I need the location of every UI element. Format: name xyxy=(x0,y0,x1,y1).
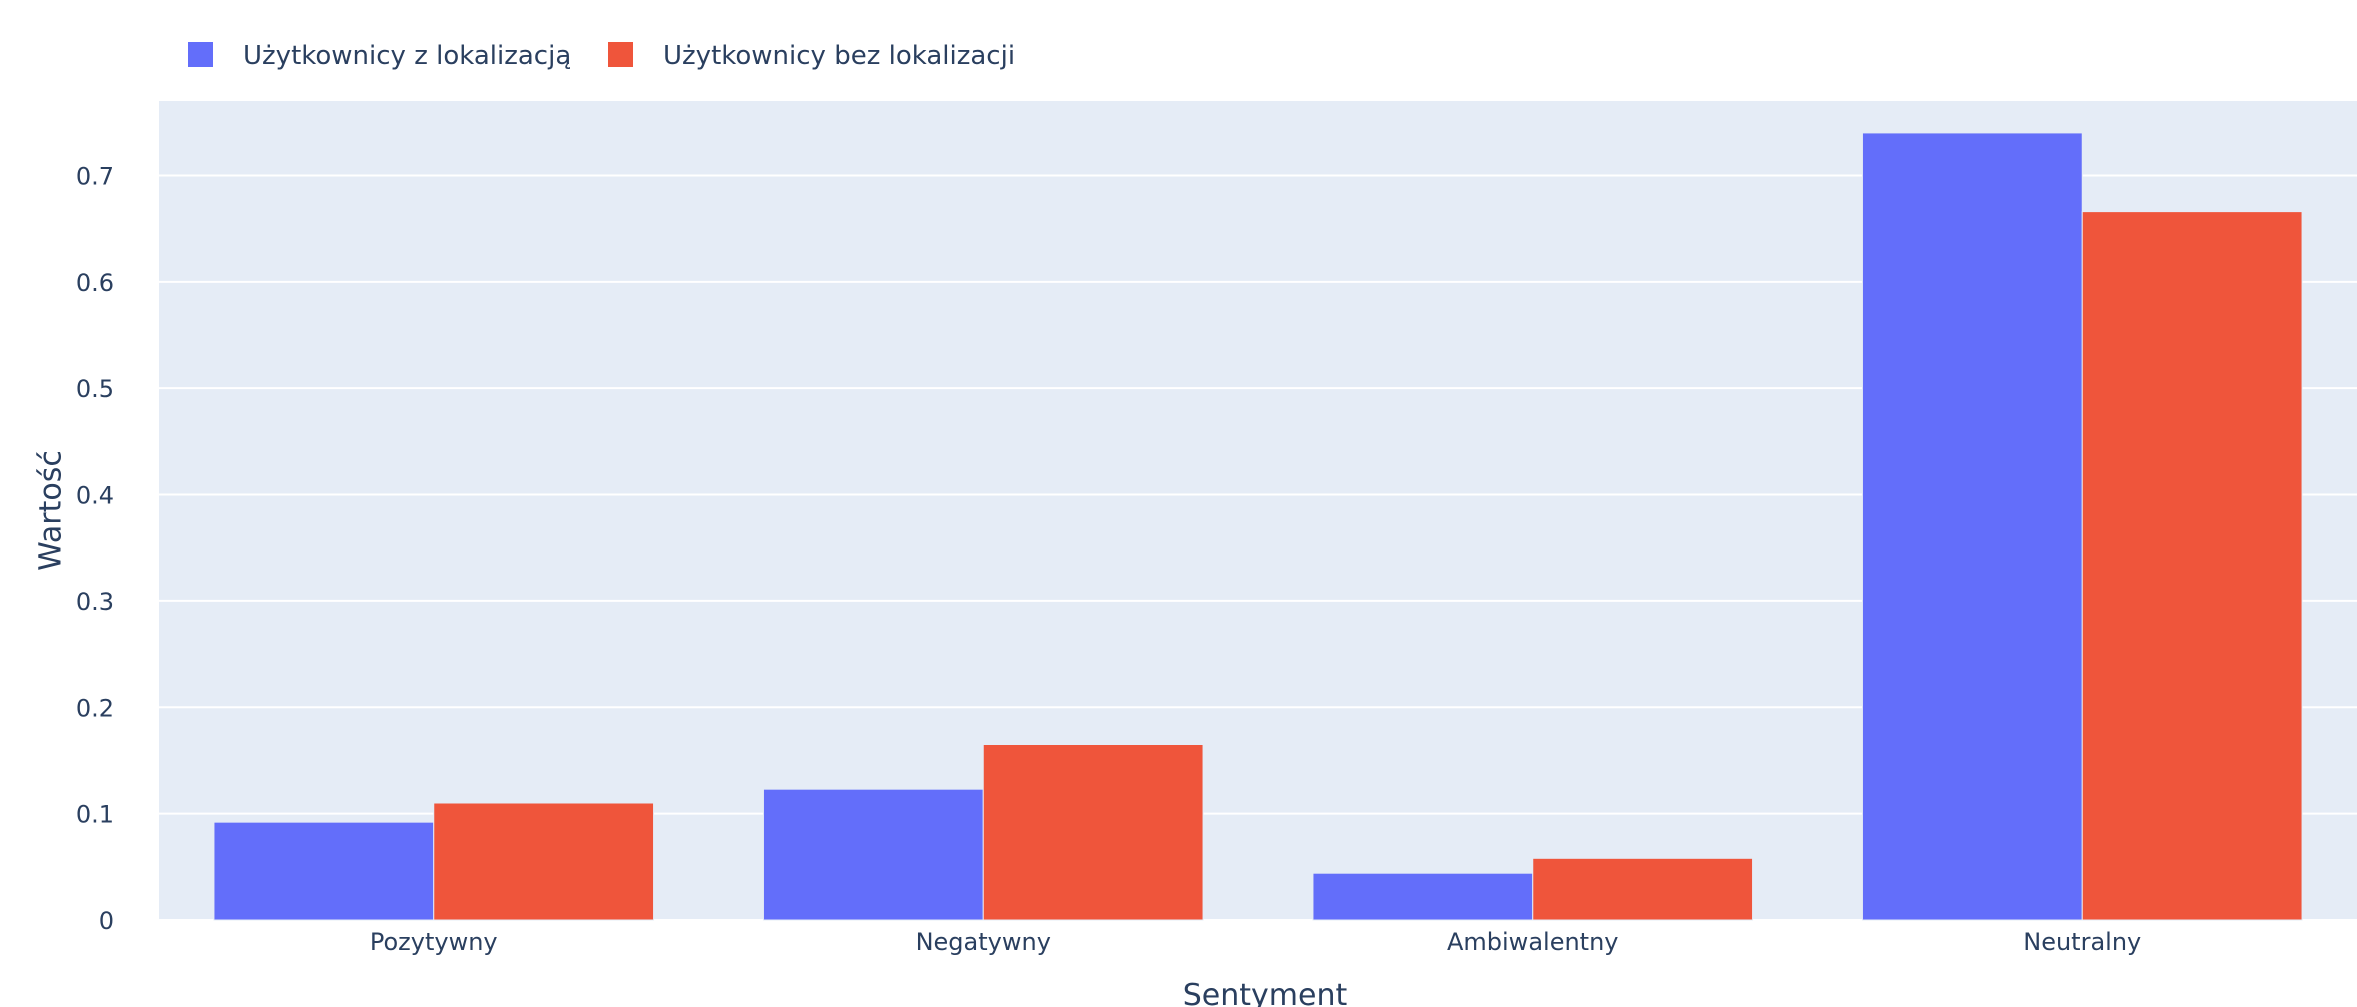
legend-item-with-location[interactable]: Użytkownicy z lokalizacją xyxy=(188,41,571,71)
bar-with-location-ambiwalentny[interactable] xyxy=(1312,872,1534,921)
bar-with-location-pozytywny[interactable] xyxy=(213,821,435,921)
x-tick-labels: Pozytywny Negatywny Ambiwalentny Neutralny xyxy=(370,928,2141,956)
x-axis-title: Sentyment xyxy=(1183,978,1348,1007)
legend[interactable]: Użytkownicy z lokalizacją Użytkownicy bez… xyxy=(188,41,1015,71)
y-tick-label: 0.4 xyxy=(76,482,114,510)
bar-without-location-negatywny[interactable] xyxy=(982,744,1204,921)
bar-without-location-ambiwalentny[interactable] xyxy=(1532,857,1754,921)
x-tick-label: Pozytywny xyxy=(370,928,498,956)
bar-with-location-negatywny[interactable] xyxy=(762,788,984,921)
y-tick-label: 0.1 xyxy=(76,801,114,829)
bar-without-location-neutralny[interactable] xyxy=(2081,211,2303,921)
y-tick-label: 0.5 xyxy=(76,375,114,403)
x-tick-label: Negatywny xyxy=(916,928,1051,956)
legend-item-without-location[interactable]: Użytkownicy bez lokalizacji xyxy=(608,41,1015,71)
legend-label: Użytkownicy bez lokalizacji xyxy=(663,41,1015,71)
y-axis-title: Wartość xyxy=(34,450,69,571)
bar-without-location-pozytywny[interactable] xyxy=(433,802,655,921)
y-tick-label: 0.7 xyxy=(76,162,114,190)
bars xyxy=(213,132,2303,921)
y-tick-label: 0 xyxy=(99,907,114,935)
x-tick-label: Neutralny xyxy=(2023,928,2141,956)
y-tick-label: 0.3 xyxy=(76,588,114,616)
legend-swatch xyxy=(608,42,633,67)
legend-swatch xyxy=(188,42,213,67)
y-tick-labels: 0 0.1 0.2 0.3 0.4 0.5 0.6 0.7 xyxy=(76,162,114,935)
bar-with-location-neutralny[interactable] xyxy=(1861,132,2083,921)
y-tick-label: 0.2 xyxy=(76,694,114,722)
x-tick-label: Ambiwalentny xyxy=(1447,928,1619,956)
y-tick-label: 0.6 xyxy=(76,269,114,297)
legend-label: Użytkownicy z lokalizacją xyxy=(243,41,571,71)
